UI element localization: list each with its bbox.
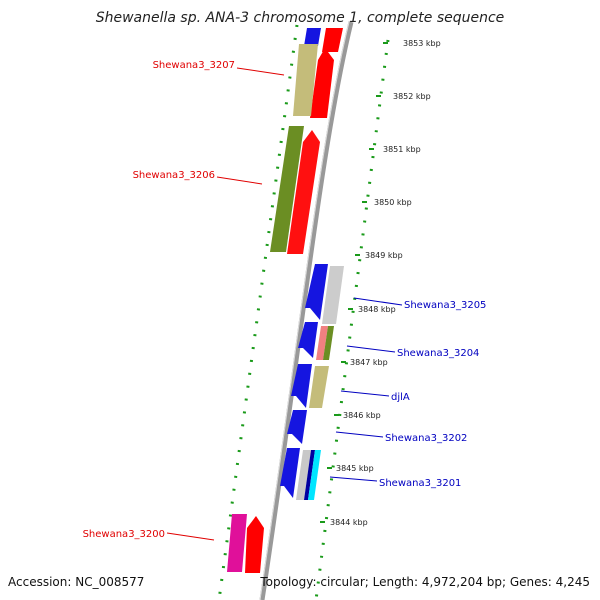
svg-text:djlA: djlA <box>391 392 410 403</box>
tick-3846: 3846 kbp <box>334 411 381 420</box>
map-title: Shewanella sp. ANA-3 chromosome 1, compl… <box>95 10 505 26</box>
feature-arrow-blue <box>298 322 318 358</box>
svg-text:3852 kbp: 3852 kbp <box>393 92 431 101</box>
gene-label-shewana3-3206[interactable]: Shewana3_3206 <box>133 170 263 185</box>
backbone-line <box>259 21 354 600</box>
svg-text:Shewana3_3205: Shewana3_3205 <box>404 300 486 311</box>
svg-text:Shewana3_3207: Shewana3_3207 <box>153 60 235 71</box>
gene-label-shewana3-3205[interactable]: Shewana3_3205 <box>353 297 486 311</box>
backbone-highlight <box>259 21 350 600</box>
tick-3849: 3849 kbp <box>355 251 403 260</box>
svg-text:3850 kbp: 3850 kbp <box>374 198 412 207</box>
feature-arrow-blue <box>287 410 307 444</box>
gene-label-shewana3-3204[interactable]: Shewana3_3204 <box>346 345 479 359</box>
feature-bar-green <box>323 326 334 360</box>
gene-label-shewana3-3202[interactable]: Shewana3_3202 <box>335 431 467 444</box>
tick-3847: 3847 kbp <box>341 358 388 367</box>
svg-text:3847 kbp: 3847 kbp <box>350 358 388 367</box>
svg-text:Shewana3_3204: Shewana3_3204 <box>397 348 479 359</box>
feature-bar-pink <box>316 326 328 360</box>
feature-bar-olive <box>293 44 318 116</box>
feature-bar-blue <box>304 450 315 500</box>
topology-summary-text: Topology: circular; Length: 4,972,204 bp… <box>260 575 590 589</box>
feature-bar-magenta <box>227 514 247 572</box>
feature-arrow-blue <box>305 264 328 320</box>
gene-label-djla[interactable]: djlA <box>340 390 410 403</box>
inner-dotted-guide <box>217 24 299 600</box>
tick-3845: 3845 kbp <box>327 464 374 473</box>
svg-text:3853 kbp: 3853 kbp <box>403 39 441 48</box>
tick-3850: 3850 kbp <box>362 198 412 207</box>
feature-arrow-blue <box>291 364 312 408</box>
feature-arrow <box>310 48 334 118</box>
tick-3853: 3853 kbp <box>383 39 441 48</box>
gene-label-shewana3-3200[interactable]: Shewana3_3200 <box>83 529 215 541</box>
feature-arrow <box>245 516 264 573</box>
svg-text:Shewana3_3202: Shewana3_3202 <box>385 433 467 444</box>
svg-text:3846 kbp: 3846 kbp <box>343 411 381 420</box>
feature-arrow <box>287 130 320 254</box>
accession-text: Accession: NC_008577 <box>8 575 145 589</box>
feature-bar-grey <box>322 266 344 324</box>
svg-text:3848 kbp: 3848 kbp <box>358 305 396 314</box>
tick-3851: 3851 kbp <box>369 145 421 154</box>
tick-3844: 3844 kbp <box>320 518 368 527</box>
feature-bar-blue <box>304 28 321 46</box>
svg-text:3851 kbp: 3851 kbp <box>383 145 421 154</box>
svg-text:3845 kbp: 3845 kbp <box>336 464 374 473</box>
tick-3852: 3852 kbp <box>376 92 431 101</box>
feature-arrow-blue <box>280 448 300 498</box>
feature-bar-grey <box>296 450 311 500</box>
svg-text:Shewana3_3206: Shewana3_3206 <box>133 170 215 181</box>
feature-bar-olive <box>309 366 329 408</box>
gene-label-shewana3-3201[interactable]: Shewana3_3201 <box>329 476 461 489</box>
svg-text:Shewana3_3200: Shewana3_3200 <box>83 529 165 540</box>
feature-bar-cyan <box>308 450 321 500</box>
svg-text:Shewana3_3201: Shewana3_3201 <box>379 478 461 489</box>
tick-3848: 3848 kbp <box>348 305 396 314</box>
gene-label-shewana3-3207[interactable]: Shewana3_3207 <box>153 60 285 76</box>
svg-text:3849 kbp: 3849 kbp <box>365 251 403 260</box>
feature-arrow <box>322 28 343 52</box>
svg-text:3844 kbp: 3844 kbp <box>330 518 368 527</box>
feature-bar-green <box>270 126 304 252</box>
